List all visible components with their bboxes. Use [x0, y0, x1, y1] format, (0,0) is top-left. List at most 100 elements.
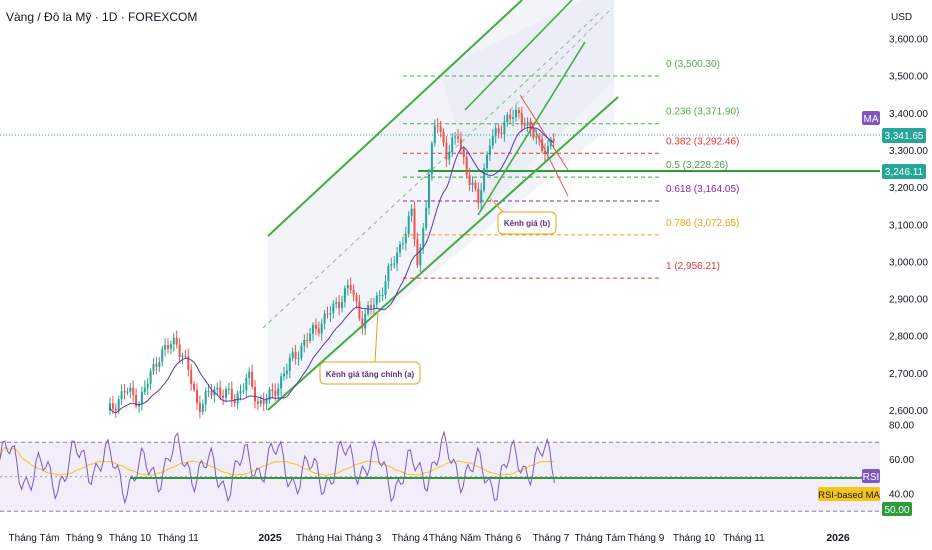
- candle-body: [459, 138, 462, 149]
- annotation-b-box: [497, 211, 557, 235]
- candle-body: [135, 394, 138, 407]
- channel-a-lower: [267, 96, 619, 411]
- x-tick-label: Tháng 6: [485, 533, 522, 544]
- candle-body: [326, 313, 329, 315]
- rsi-tick-label: 60.00: [889, 455, 914, 466]
- y-tick-label: 3,500.00: [889, 72, 928, 83]
- candle-body: [451, 137, 454, 153]
- rsi-ma-line: [0, 447, 555, 476]
- candle-body: [538, 136, 541, 140]
- y-tick-label: 3,300.00: [889, 146, 928, 157]
- y-tick-label: 3,600.00: [889, 35, 928, 46]
- x-tick-label: Tháng Hai: [296, 533, 342, 544]
- candle-body: [120, 391, 123, 400]
- candle-body: [491, 136, 494, 146]
- candle-body: [367, 305, 370, 314]
- annotation-a-pointer: [374, 309, 379, 363]
- rsi-badge-label: RSI: [863, 472, 880, 483]
- candle-body: [230, 388, 233, 400]
- candle-body: [152, 364, 155, 372]
- candle-body: [178, 344, 181, 357]
- y-tick-label: 3,400.00: [889, 109, 928, 120]
- candle-body: [245, 378, 248, 391]
- candle-body: [352, 289, 355, 296]
- candle-body: [509, 114, 512, 119]
- annotation-a-text: Kênh giá tăng chính (a): [326, 370, 415, 379]
- candle-body: [146, 383, 149, 388]
- candle-body: [335, 302, 338, 304]
- candle-body: [143, 387, 146, 392]
- candle-body: [132, 387, 135, 395]
- candle-body: [210, 390, 213, 396]
- y-tick-label: 3,100.00: [889, 220, 928, 231]
- candle-body: [494, 128, 497, 137]
- annotation-b-text: Kênh giá (b): [504, 219, 551, 228]
- candle-body: [288, 357, 291, 371]
- candle-body: [332, 303, 335, 314]
- candle-body: [140, 391, 143, 405]
- candle-body: [384, 281, 387, 295]
- candle-body: [123, 391, 126, 393]
- candle-body: [204, 391, 207, 405]
- candle-body: [349, 285, 352, 290]
- candle-body: [251, 371, 254, 387]
- x-tick-label: Tháng 9: [628, 533, 665, 544]
- candle-body: [442, 131, 445, 143]
- x-tick-label: Tháng Tám: [9, 533, 60, 544]
- candle-body: [529, 121, 532, 130]
- candle-body: [428, 174, 430, 208]
- candle-body: [265, 399, 268, 404]
- x-tick-label: Tháng Tám: [575, 533, 626, 544]
- rsi-ma-badge-label: RSI-based MA: [818, 490, 880, 501]
- rsi-fifty-badge: [882, 502, 912, 516]
- candle-body: [425, 207, 428, 229]
- candle-body: [370, 305, 372, 308]
- candle-body: [117, 399, 120, 411]
- candle-body: [500, 132, 503, 135]
- candle-body: [520, 113, 523, 125]
- ma-badge-label: MA: [864, 114, 879, 125]
- candle-body: [248, 371, 251, 379]
- candle-body: [401, 243, 404, 245]
- channel-b-fill: [440, 0, 614, 215]
- chart-title: Vàng / Đô la Mỹ · 1D · FOREXCOM: [6, 10, 198, 24]
- rsi-tick-label: 40.00: [889, 490, 914, 501]
- y-axis-unit: USD: [891, 12, 912, 23]
- candle-body: [474, 182, 477, 189]
- candle-body: [523, 124, 526, 126]
- candle-body: [517, 109, 520, 114]
- y-tick-label: 2,700.00: [889, 369, 928, 380]
- downtrend-upper: [519, 94, 569, 171]
- candle-body: [271, 389, 274, 391]
- x-tick-label: Tháng 7: [533, 533, 570, 544]
- annotation-a-box: [319, 361, 421, 385]
- support-price-label: 3,246.11: [885, 167, 924, 178]
- fib-level-label: 1 (2,956.21): [666, 261, 720, 272]
- candle-body: [416, 239, 419, 266]
- y-tick-label: 3,200.00: [889, 183, 928, 194]
- candle-body: [422, 228, 425, 248]
- candle-body: [129, 387, 132, 392]
- candle-body: [175, 337, 178, 345]
- candle-body: [111, 403, 114, 409]
- candle-body: [439, 126, 442, 132]
- candle-body: [465, 157, 468, 176]
- candle-body: [126, 391, 129, 393]
- rsi-ma-badge: [818, 487, 880, 501]
- y-tick-label: 2,600.00: [889, 406, 928, 417]
- candle-body: [169, 344, 172, 349]
- candle-body: [312, 324, 314, 334]
- candle-body: [285, 370, 288, 374]
- candle-body: [346, 285, 349, 289]
- x-tick-label: Tháng 11: [723, 533, 765, 544]
- channel-a-upper: [267, 0, 523, 237]
- last-price-label: 3,341.65: [885, 131, 924, 142]
- candle-body: [378, 295, 381, 297]
- candle-body: [372, 304, 375, 308]
- candle-body: [193, 383, 196, 390]
- candle-body: [259, 399, 262, 404]
- candle-body: [497, 128, 500, 133]
- candle-body: [164, 345, 167, 350]
- x-tick-label: Tháng 3: [345, 533, 382, 544]
